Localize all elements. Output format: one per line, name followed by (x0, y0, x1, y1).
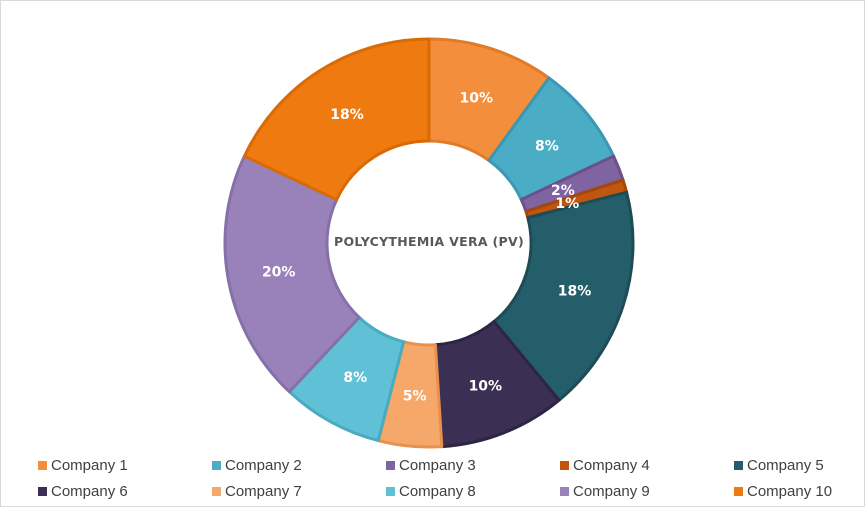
legend-item-5[interactable]: Company 5 (734, 456, 865, 474)
slice-label-9: 20% (262, 265, 296, 281)
slice-9[interactable] (223, 154, 361, 394)
legend-label: Company 10 (747, 482, 833, 500)
chart-title: POLYCYTHEMIA VERA (PV) (334, 234, 524, 249)
legend-swatch (212, 486, 221, 496)
donut-chart: 10% 8% 2%1% 18% 10% 5% 8% 20% 18% POLYCYTHEMIA V… (223, 37, 635, 449)
legend-swatch (212, 460, 221, 470)
legend-swatch (734, 486, 743, 496)
legend-item-3[interactable]: Company 3 (386, 456, 560, 474)
legend-item-7[interactable]: Company 7 (212, 482, 386, 500)
legend-swatch (386, 486, 395, 496)
legend-label: Company 1 (51, 456, 128, 474)
legend-swatch (38, 486, 47, 496)
legend-swatch (560, 486, 569, 496)
slice-label-6: 10% (469, 378, 503, 394)
legend-item-9[interactable]: Company 9 (560, 482, 734, 500)
legend-label: Company 2 (225, 456, 302, 474)
legend-item-6[interactable]: Company 6 (38, 482, 212, 500)
legend-swatch (560, 460, 569, 470)
slice-label-1: 10% (460, 90, 494, 106)
slice-label-7: 5% (403, 388, 427, 404)
legend-item-2[interactable]: Company 2 (212, 456, 386, 474)
legend-swatch (734, 460, 743, 470)
slice-label-2: 8% (535, 138, 559, 154)
slice-label-3: 2% (551, 183, 575, 199)
legend-swatch (38, 460, 47, 470)
slice-label-5: 18% (558, 283, 592, 299)
legend-item-10[interactable]: Company 10 (734, 482, 865, 500)
legend-label: Company 8 (399, 482, 476, 500)
legend-item-8[interactable]: Company 8 (386, 482, 560, 500)
legend-item-1[interactable]: Company 1 (38, 456, 212, 474)
slice-label-4: 1% (555, 196, 579, 212)
chart-legend: Company 1 Company 2 Company 3 Company 4 Comp… (38, 456, 858, 500)
slice-5[interactable] (492, 190, 635, 402)
slice-labels: 10% 8% 2%1% 18% 10% 5% 8% 20% 18% (262, 90, 591, 404)
legend-item-4[interactable]: Company 4 (560, 456, 734, 474)
legend-swatch (386, 460, 395, 470)
legend-label: Company 7 (225, 482, 302, 500)
legend-label: Company 5 (747, 456, 824, 474)
slice-label-8: 8% (343, 370, 367, 386)
legend-label: Company 3 (399, 456, 476, 474)
slice-10[interactable] (242, 37, 431, 202)
slice-label-10: 18% (330, 107, 364, 123)
legend-label: Company 6 (51, 482, 128, 500)
legend-label: Company 4 (573, 456, 650, 474)
donut-slices (223, 37, 635, 449)
legend-label: Company 9 (573, 482, 650, 500)
